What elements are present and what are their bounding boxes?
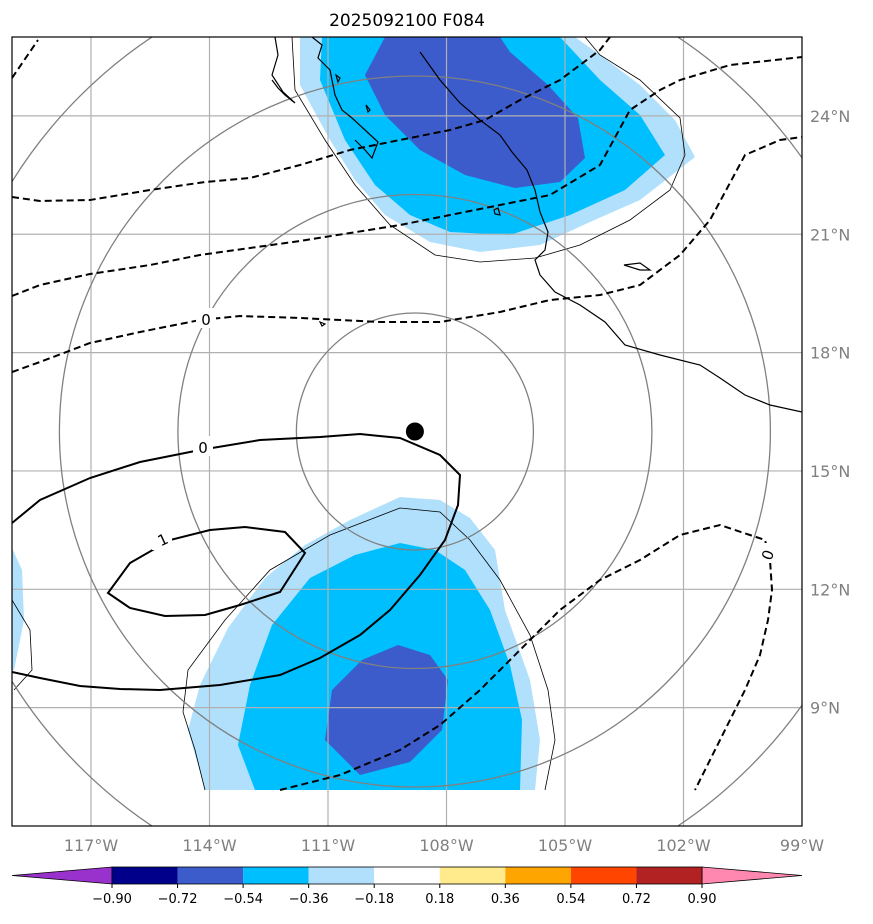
dashed-contour-1	[12, 39, 39, 79]
dashed-contours	[12, 37, 802, 791]
range-ring-2	[58, 75, 772, 788]
shade-weak-west	[12, 548, 24, 670]
small-island-2	[334, 73, 341, 84]
latitude-tick-labels: 9°N 12°N 15°N 18°N 21°N 24°N	[810, 107, 850, 718]
colorbar-segment-0	[112, 867, 178, 884]
colorbar-segment-2	[243, 867, 309, 884]
dashed-contour-2	[12, 37, 611, 203]
colorbar-extend-high	[701, 866, 803, 885]
lat-tick-label-3: 18°N	[810, 344, 850, 363]
shade-strong-north	[365, 37, 585, 188]
colorbar-extend-low	[11, 866, 113, 885]
lon-tick-label-0: 117°W	[64, 836, 119, 855]
range-ring-1	[177, 193, 653, 670]
colorbar-label-2: −0.54	[223, 892, 263, 907]
colorbar-segment-5	[439, 867, 506, 884]
lon-tick-label-1: 114°W	[182, 836, 237, 855]
dashed-contour-3	[12, 56, 802, 297]
colorbar: −0.90 −0.72 −0.54 −0.36 −0.18 0.18 0.36 0.54 0.7…	[11, 866, 803, 907]
dashed-contour-5	[279, 523, 774, 791]
colorbar-label-0: −0.90	[92, 892, 132, 907]
lat-tick-label-1: 12°N	[810, 580, 850, 599]
baja-inner-coast	[311, 37, 379, 160]
baja-california-coast	[271, 37, 296, 104]
small-island-1	[493, 207, 501, 216]
contour-labels: 0 0 1 0	[152, 308, 778, 563]
lon-tick-label-6: 99°W	[780, 836, 824, 855]
shaded-field-north	[300, 37, 695, 252]
lat-tick-label-5: 24°N	[810, 107, 850, 126]
colorbar-segment-3	[308, 867, 375, 884]
colorbar-label-7: 0.54	[556, 892, 585, 907]
colorbar-segment-6	[505, 867, 571, 884]
colorbar-label-6: 0.36	[491, 892, 520, 907]
socorro-island	[318, 320, 327, 327]
colorbar-label-8: 0.72	[622, 892, 651, 907]
colorbar-label-3: −0.36	[289, 892, 329, 907]
colorbar-label-5: 0.18	[425, 892, 454, 907]
range-ring-0	[295, 312, 535, 551]
colorbar-label-9: 0.90	[688, 892, 717, 907]
islas-marias	[623, 262, 652, 271]
longitude-tick-labels: 117°W 114°W 111°W 108°W 105°W 102°W 99°W	[64, 836, 824, 855]
figure-title: 2025092100 F084	[329, 11, 485, 31]
storm-center-marker	[405, 422, 424, 441]
lat-tick-label-4: 21°N	[810, 225, 850, 244]
lon-tick-label-3: 108°W	[419, 836, 474, 855]
shaded-field-south	[12, 497, 540, 790]
map-frame	[11, 36, 803, 827]
colorbar-label-1: −0.72	[158, 892, 198, 907]
lon-tick-label-5: 102°W	[656, 836, 711, 855]
mainland-mexico-coast	[419, 51, 802, 413]
colorbar-segment-4	[374, 867, 440, 884]
colorbar-segment-7	[570, 867, 637, 884]
small-island-3	[365, 104, 371, 114]
thin-outline	[12, 37, 686, 791]
contour-label-center: 0	[198, 439, 208, 457]
lat-tick-label-2: 15°N	[810, 462, 850, 481]
colorbar-segment-8	[636, 867, 702, 884]
solid-contour-0	[12, 432, 462, 692]
lat-tick-label-0: 9°N	[810, 699, 840, 718]
coastline	[271, 37, 802, 413]
lon-tick-label-4: 105°W	[538, 836, 593, 855]
colorbar-frame	[111, 866, 703, 885]
contour-label-north: 0	[201, 311, 211, 329]
shade-strong-south	[325, 645, 448, 775]
colorbar-segment-1	[177, 867, 244, 884]
colorbar-label-4: −0.18	[354, 892, 394, 907]
lon-tick-label-2: 111°W	[301, 836, 356, 855]
dashed-contour-4	[12, 136, 802, 373]
